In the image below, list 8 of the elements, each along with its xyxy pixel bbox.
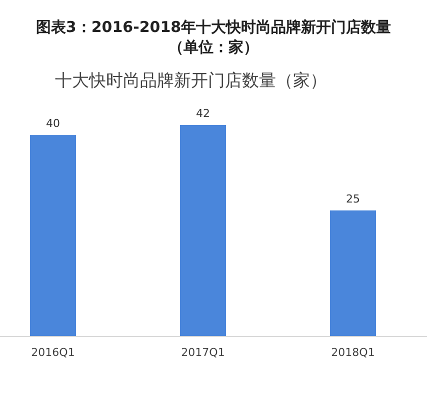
x-tick-label: 2018Q1 [331,346,375,359]
data-label: 42 [196,107,210,120]
chart-subtitle: 十大快时尚品牌新开门店数量（家） [55,71,327,91]
chart-title: 图表3：2016-2018年十大快时尚品牌新开门店数量（单位：家） [36,18,392,56]
data-label: 25 [346,192,360,206]
data-label: 40 [46,117,60,130]
x-tick-label: 2016Q1 [31,346,75,359]
x-tick-label: 2017Q1 [181,346,225,359]
